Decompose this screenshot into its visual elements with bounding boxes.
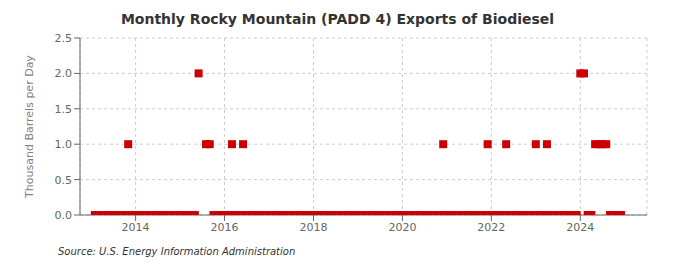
svg-text:0.5: 0.5	[55, 174, 73, 187]
svg-text:2018: 2018	[299, 221, 327, 234]
svg-text:0.0: 0.0	[55, 209, 73, 222]
svg-text:2024: 2024	[566, 221, 594, 234]
html-text:Source: U.S. Energy Informatio: Source: U.S. Energy Information Administ…	[58, 246, 296, 257]
svg-text:2.0: 2.0	[55, 67, 73, 80]
svg-text:2014: 2014	[122, 221, 150, 234]
svg-text:2016: 2016	[211, 221, 239, 234]
svg-text:2022: 2022	[477, 221, 505, 234]
svg-text:Thousand Barrels per Day: Thousand Barrels per Day	[23, 55, 36, 199]
svg-text:2020: 2020	[388, 221, 416, 234]
svg-text:1.0: 1.0	[55, 138, 73, 151]
svg-text:2.5: 2.5	[55, 32, 73, 45]
html-text:Monthly Rocky Mountain (PADD 4: Monthly Rocky Mountain (PADD 4) Exports …	[120, 11, 555, 27]
svg-text:1.5: 1.5	[55, 103, 73, 116]
